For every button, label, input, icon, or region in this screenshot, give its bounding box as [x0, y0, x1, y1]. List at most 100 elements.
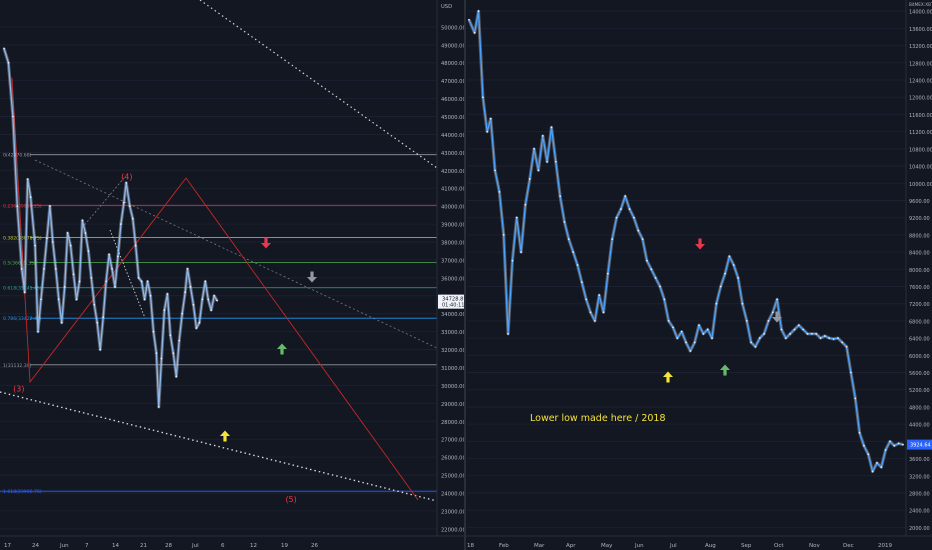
series-point	[114, 285, 116, 288]
elliott-wave-path	[11, 77, 419, 501]
series-point	[498, 190, 501, 193]
y-tick-label: 7600.00	[909, 285, 930, 291]
series-point	[99, 348, 102, 351]
series-point	[143, 298, 146, 301]
series-point	[90, 276, 93, 279]
series-point	[486, 130, 489, 133]
y-tick-label: 41000.00	[441, 187, 466, 193]
series-point	[108, 253, 110, 256]
y-tick-label: 30000.00	[441, 384, 466, 390]
series-point	[102, 316, 105, 319]
series-point	[195, 327, 198, 329]
series-point	[845, 345, 848, 348]
series-point	[204, 280, 207, 283]
series-point	[728, 255, 731, 258]
y-tick-label: 11200.00	[909, 130, 932, 136]
y-tick-label: 25000.00	[441, 474, 466, 480]
wave-label: (5)	[285, 495, 296, 504]
axis-header: BitMEX:XBTUSD (USD)	[909, 2, 932, 7]
y-tick-label: 48000.00	[441, 61, 466, 67]
series-point	[189, 285, 192, 288]
left-time-axis[interactable]: 17 24 Jun 7 14 21 28 Jul 6 12 19 26	[0, 535, 465, 549]
y-tick-label: 2400.00	[909, 509, 930, 515]
x-tick-label: Feb	[499, 543, 509, 549]
x-tick-label: 17	[4, 543, 11, 549]
series-point	[732, 264, 735, 266]
series-point	[602, 311, 605, 314]
lower-low-annotation: Lower low made here / 2018	[530, 413, 666, 424]
series-point	[889, 440, 891, 443]
y-tick-label: 10400.00	[909, 165, 932, 171]
right-time-axis[interactable]: 18 Feb Mar Apr May Jun Jul Aug Sep Oct Nov Dec 2019	[465, 535, 932, 549]
series-point	[863, 444, 865, 447]
series-point	[128, 205, 131, 208]
series-point	[680, 330, 683, 333]
series-point	[758, 337, 761, 340]
series-point	[84, 232, 87, 234]
series-point	[884, 449, 887, 451]
left-chart-pane[interactable]: 0(42870.68) 0.236(39960.25) 0.382(38078.75…	[0, 0, 438, 530]
series-point	[93, 303, 96, 306]
series-point	[473, 31, 476, 34]
series-point	[489, 117, 492, 120]
series-point	[837, 337, 839, 340]
series-point	[210, 309, 213, 312]
fib-level-label: 0.786(33422.48)	[3, 316, 42, 322]
y-tick-label: 44000.00	[441, 133, 466, 139]
right-price-axis[interactable]: 14000.00 13600.00 13200.00 12800.00 12400.00…	[907, 0, 932, 536]
series-point	[520, 251, 522, 253]
series-point	[593, 320, 596, 322]
y-tick-label: 22000.00	[441, 527, 466, 533]
y-tick-label: 6000.00	[909, 354, 930, 360]
grey-down-arrow	[772, 311, 782, 323]
x-tick-label: Jun	[634, 543, 644, 549]
left-trendlines	[0, 0, 438, 502]
series-point	[481, 96, 484, 99]
last-price-tag	[907, 439, 932, 450]
x-tick-label: Sep	[741, 543, 752, 549]
series-point	[741, 302, 744, 305]
red-down-arrow	[695, 238, 705, 250]
y-tick-label: 32000.00	[441, 348, 466, 354]
series-point	[546, 160, 549, 163]
series-point	[172, 352, 175, 355]
series-point	[54, 267, 57, 270]
last-price-label: 34728.89	[442, 297, 467, 303]
series-point	[780, 328, 783, 331]
y-tick-label: 49000.00	[441, 43, 466, 49]
x-tick-label: 2019	[878, 543, 892, 549]
series-point	[26, 178, 29, 181]
fib-level-label: 0.382(38078.75)	[3, 236, 42, 242]
series-point	[40, 298, 42, 301]
series-point	[122, 201, 125, 204]
series-point	[606, 272, 609, 275]
series-point	[611, 238, 614, 241]
y-tick-label: 2000.00	[909, 526, 930, 532]
y-tick-label: 3200.00	[909, 474, 930, 480]
series-point	[37, 330, 39, 333]
right-chart-pane[interactable]: Lower low made here / 2018	[467, 9, 906, 528]
series-point	[745, 320, 748, 322]
series-point	[854, 397, 857, 400]
y-tick-label: 26000.00	[441, 456, 466, 462]
y-tick-label: 13600.00	[909, 27, 932, 33]
series-point	[528, 178, 531, 180]
y-tick-label: 13200.00	[909, 44, 932, 50]
left-price-axis[interactable]: 50000.00 49000.00 48000.00 47000.00 46000.00…	[438, 0, 467, 536]
series-point	[698, 324, 700, 327]
series-point	[169, 334, 172, 337]
series-point	[60, 321, 63, 324]
x-tick-label: Jul	[191, 543, 199, 549]
series-point	[201, 298, 204, 301]
series-point	[867, 453, 870, 456]
series-point	[192, 303, 195, 306]
series-point	[46, 237, 48, 240]
series-point	[641, 238, 644, 241]
series-point	[507, 332, 509, 335]
series-point	[7, 61, 10, 64]
series-point	[893, 444, 896, 447]
series-point	[667, 320, 670, 322]
series-point	[216, 299, 219, 302]
series-point	[676, 337, 679, 340]
series-point	[567, 238, 570, 241]
